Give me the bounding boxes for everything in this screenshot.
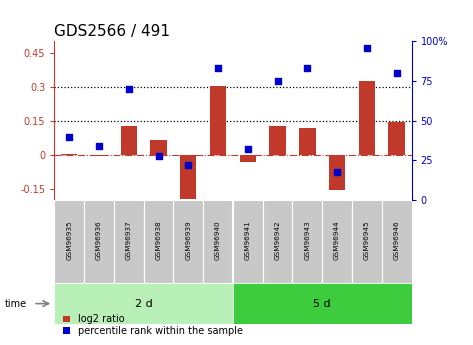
Bar xyxy=(240,155,256,161)
Bar xyxy=(203,200,233,283)
Text: time: time xyxy=(5,299,27,308)
Bar xyxy=(329,155,345,190)
Bar xyxy=(270,126,286,155)
Text: GDS2566 / 491: GDS2566 / 491 xyxy=(54,24,170,39)
Point xyxy=(244,147,252,152)
Bar xyxy=(121,126,137,155)
Bar xyxy=(352,200,382,283)
Text: GSM96935: GSM96935 xyxy=(66,220,72,260)
Bar xyxy=(233,200,263,283)
Point xyxy=(65,134,73,139)
Bar xyxy=(299,128,315,155)
Legend: log2 ratio, percentile rank within the sample: log2 ratio, percentile rank within the s… xyxy=(59,310,246,340)
Bar xyxy=(359,81,375,155)
Point xyxy=(155,153,162,158)
Text: GSM96938: GSM96938 xyxy=(156,220,162,260)
Bar xyxy=(150,140,167,155)
Bar xyxy=(91,155,107,156)
Text: GSM96946: GSM96946 xyxy=(394,220,400,260)
Point xyxy=(363,45,371,50)
Text: GSM96939: GSM96939 xyxy=(185,220,191,260)
Point xyxy=(333,169,341,174)
Text: 2 d: 2 d xyxy=(135,299,153,308)
Point xyxy=(95,144,103,149)
Text: GSM96945: GSM96945 xyxy=(364,220,370,260)
Text: GSM96943: GSM96943 xyxy=(304,220,310,260)
Text: GSM96944: GSM96944 xyxy=(334,220,340,260)
Bar xyxy=(174,200,203,283)
Bar xyxy=(144,200,174,283)
Bar xyxy=(322,200,352,283)
Bar xyxy=(61,154,78,155)
Text: GSM96936: GSM96936 xyxy=(96,220,102,260)
Bar xyxy=(263,200,292,283)
Text: GSM96940: GSM96940 xyxy=(215,220,221,260)
Bar xyxy=(388,122,405,155)
Bar xyxy=(84,200,114,283)
Bar xyxy=(54,200,84,283)
Bar xyxy=(210,86,226,155)
Text: GSM96942: GSM96942 xyxy=(275,220,280,260)
Point xyxy=(214,66,222,71)
Bar xyxy=(54,283,233,324)
Point xyxy=(393,70,401,76)
Text: GSM96937: GSM96937 xyxy=(126,220,132,260)
Point xyxy=(125,86,132,92)
Point xyxy=(184,162,192,168)
Point xyxy=(274,78,281,84)
Bar xyxy=(180,155,196,199)
Text: GSM96941: GSM96941 xyxy=(245,220,251,260)
Bar xyxy=(292,200,322,283)
Point xyxy=(304,66,311,71)
Text: 5 d: 5 d xyxy=(314,299,331,308)
Bar xyxy=(114,200,144,283)
Bar xyxy=(233,283,412,324)
Bar xyxy=(382,200,412,283)
